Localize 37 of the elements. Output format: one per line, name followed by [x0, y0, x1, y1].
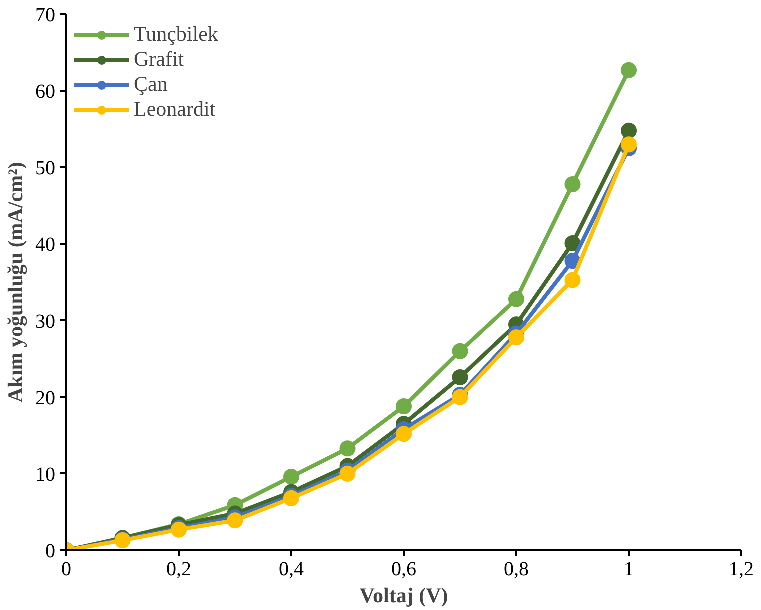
y-tick-label: 0: [46, 540, 56, 562]
point: [564, 176, 581, 192]
legend-label: Grafit: [134, 47, 184, 72]
point: [564, 235, 581, 252]
y-tick-label: 60: [36, 81, 56, 104]
y-tick-label: 40: [36, 234, 56, 256]
x-axis-title: Voltaj (V): [360, 584, 448, 608]
point: [396, 398, 412, 415]
x-tick-label: 1: [624, 558, 634, 580]
point: [227, 512, 244, 529]
point: [340, 466, 356, 482]
point: [508, 330, 524, 346]
point: [621, 136, 637, 153]
x-tick-label: 0,6: [392, 558, 416, 580]
legend-label: Leonardit: [134, 97, 216, 122]
point: [284, 469, 300, 485]
y-axis-title: Akım yoğunluğu (mA/cm²): [4, 162, 28, 403]
x-tick-label: 0,2: [166, 558, 192, 580]
point: [508, 291, 524, 308]
y-tick-label: 50: [36, 158, 56, 180]
x-tick-label: 0,8: [504, 558, 529, 580]
legend-label: Çan: [134, 72, 168, 97]
y-tick-label: 70: [36, 4, 56, 26]
point: [340, 440, 356, 457]
point: [396, 426, 412, 442]
x-tick-label: 0,4: [279, 558, 304, 580]
y-tick-label: 20: [36, 387, 56, 410]
y-tick-label: 10: [36, 464, 56, 486]
point: [621, 62, 637, 78]
y-tick-label: 30: [36, 310, 56, 333]
legend-label: Tunçbilek: [134, 22, 218, 47]
x-tick-label: 1,2: [729, 558, 754, 580]
point: [564, 272, 581, 288]
x-tick-label: 0: [62, 558, 72, 580]
point: [621, 122, 637, 139]
point: [452, 343, 468, 360]
point: [452, 369, 468, 386]
